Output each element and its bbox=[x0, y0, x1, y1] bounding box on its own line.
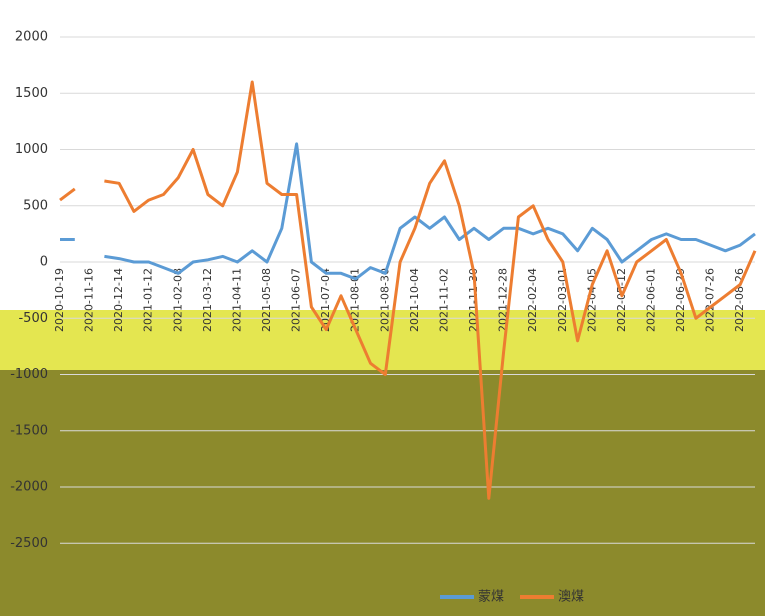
x-tick-label: 2022-02-04 bbox=[526, 268, 539, 332]
x-tick-label: 2020-10-19 bbox=[53, 268, 66, 332]
x-tick-label: 2021-02-08 bbox=[171, 268, 184, 332]
x-tick-label: 2021-01-12 bbox=[142, 268, 155, 332]
x-tick-label: 2021-03-12 bbox=[201, 268, 214, 332]
y-tick-label: 1000 bbox=[15, 142, 48, 157]
y-tick-label: -1500 bbox=[10, 423, 48, 438]
y-tick-label: -500 bbox=[18, 311, 48, 326]
lower-band bbox=[0, 370, 765, 616]
y-tick-label: -2500 bbox=[10, 536, 48, 551]
y-tick-label: 2000 bbox=[15, 30, 48, 45]
x-tick-label: 2022-06-29 bbox=[674, 268, 687, 332]
x-tick-label: 2020-11-16 bbox=[83, 268, 96, 332]
chart: 2000 1500 1000 500 0 -500 -1000 -1500 -2000 -2500… bbox=[0, 0, 765, 616]
x-tick-label: 2021-10-04 bbox=[408, 268, 421, 332]
x-tick-label: 2021-11-02 bbox=[437, 268, 450, 332]
y-tick-label: 0 bbox=[40, 255, 48, 270]
legend-label: 蒙煤 bbox=[478, 590, 504, 605]
x-tick-label: 2021-06-07 bbox=[290, 268, 303, 332]
x-tick-label: 2021-04-11 bbox=[230, 268, 243, 332]
y-tick-label: -2000 bbox=[10, 480, 48, 495]
x-tick-label: 2021-05-08 bbox=[260, 268, 273, 332]
x-tick-label: 2021-08-30 bbox=[378, 268, 391, 332]
y-tick-label: -1000 bbox=[10, 367, 48, 382]
x-tick-label: 2022-06-01 bbox=[644, 268, 657, 332]
y-tick-label: 1500 bbox=[15, 86, 48, 101]
y-tick-label: 500 bbox=[23, 198, 48, 213]
x-tick-label: 2020-12-14 bbox=[112, 268, 125, 332]
x-tick-label: 2022-07-26 bbox=[704, 268, 717, 332]
legend-label: 澳煤 bbox=[558, 589, 584, 605]
